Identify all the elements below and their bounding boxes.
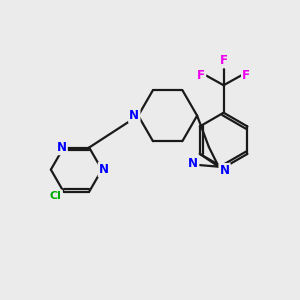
- Text: N: N: [57, 141, 67, 154]
- Text: F: F: [242, 69, 250, 82]
- Text: N: N: [99, 163, 109, 176]
- Text: Cl: Cl: [50, 191, 62, 201]
- Text: N: N: [129, 109, 139, 122]
- Text: N: N: [220, 164, 230, 177]
- Text: N: N: [188, 157, 198, 170]
- Text: F: F: [220, 54, 228, 67]
- Text: F: F: [197, 69, 205, 82]
